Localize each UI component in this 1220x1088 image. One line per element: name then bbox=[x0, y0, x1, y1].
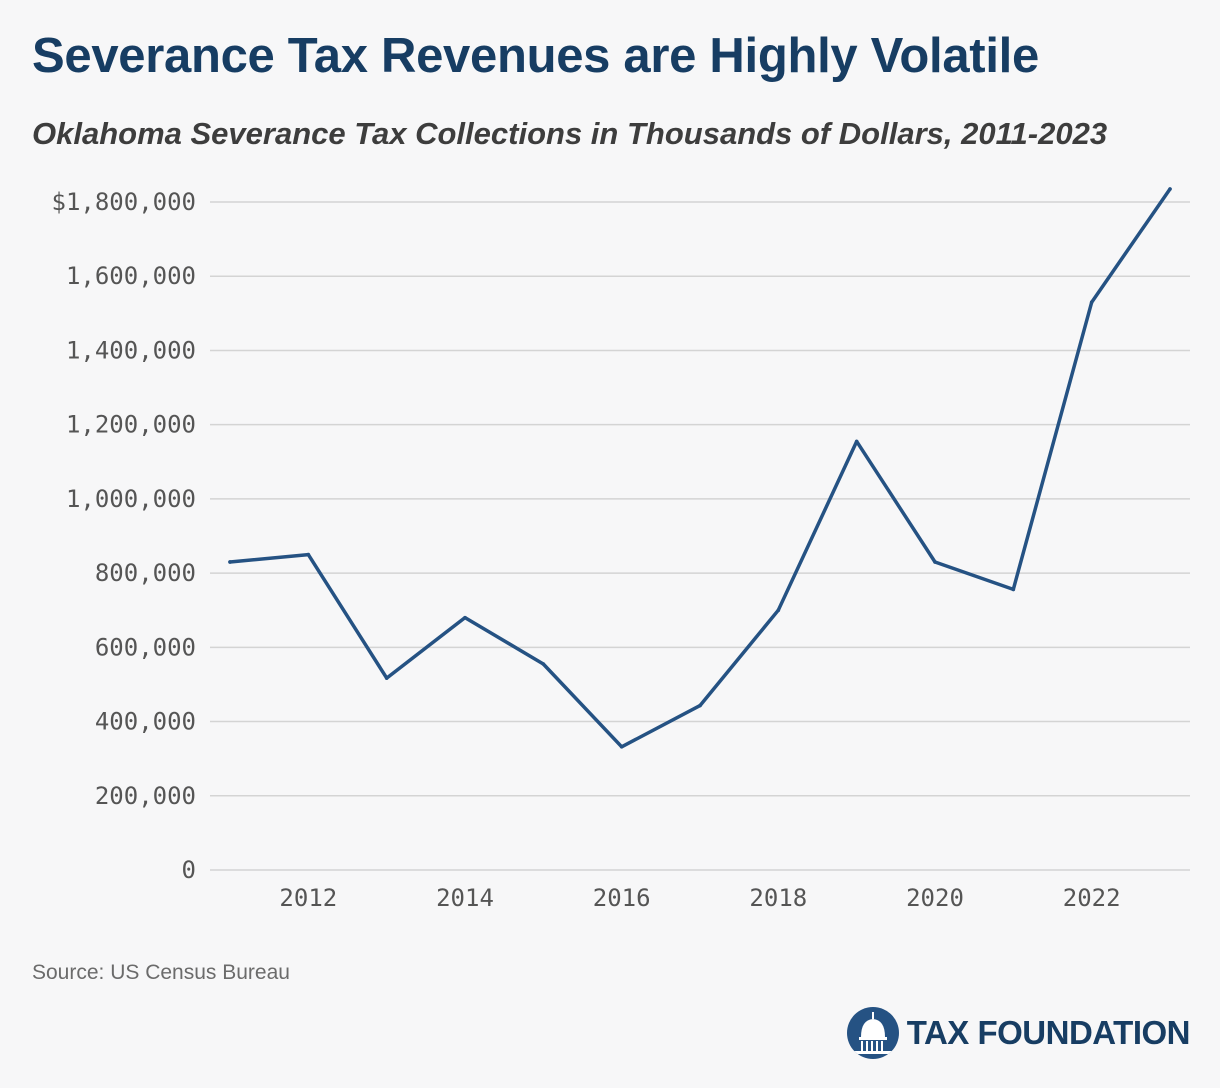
x-tick-label: 2022 bbox=[1063, 884, 1121, 912]
x-axis-ticks: 2012 2014 2016 2018 2020 2022 bbox=[279, 884, 1120, 912]
line-chart: 0 200,000 400,000 600,000 800,000 1,000,000 1,… bbox=[52, 187, 1190, 912]
data-points bbox=[228, 187, 1172, 749]
gridlines bbox=[210, 201, 1190, 871]
y-tick-label: 800,000 bbox=[95, 559, 196, 587]
y-tick-label: 600,000 bbox=[95, 633, 196, 661]
y-tick-label: 400,000 bbox=[95, 708, 196, 736]
y-tick-label: 1,000,000 bbox=[66, 485, 196, 513]
y-tick-label: 1,400,000 bbox=[66, 336, 196, 364]
series-lines bbox=[228, 187, 1172, 749]
tax-foundation-logo: TAX FOUNDATION bbox=[846, 1005, 1191, 1061]
logo-text: TAX FOUNDATION bbox=[906, 1014, 1191, 1051]
data-point bbox=[384, 676, 389, 680]
y-tick-label: 1,600,000 bbox=[66, 262, 196, 290]
series-line bbox=[228, 187, 1172, 749]
capitol-dome-icon bbox=[846, 1007, 899, 1059]
data-point bbox=[541, 662, 546, 666]
data-point bbox=[776, 608, 781, 613]
data-point bbox=[619, 744, 624, 749]
x-tick-label: 2012 bbox=[279, 884, 337, 912]
data-point bbox=[228, 560, 232, 564]
data-point bbox=[306, 552, 311, 557]
data-point bbox=[698, 703, 702, 708]
data-point bbox=[1011, 587, 1016, 592]
data-point bbox=[1168, 187, 1172, 191]
data-point bbox=[933, 560, 937, 564]
source-note: Source: US Census Bureau bbox=[32, 961, 290, 984]
x-tick-label: 2018 bbox=[749, 884, 807, 912]
data-point bbox=[854, 439, 859, 444]
x-tick-label: 2020 bbox=[906, 884, 964, 912]
y-axis-ticks: 0 200,000 400,000 600,000 800,000 1,000,000 1,… bbox=[52, 188, 197, 884]
chart-subtitle: Oklahoma Severance Tax Collections in Th… bbox=[32, 116, 1108, 151]
y-tick-label: $1,800,000 bbox=[52, 188, 197, 216]
x-tick-label: 2014 bbox=[436, 884, 494, 912]
y-tick-label: 1,200,000 bbox=[66, 411, 196, 439]
data-point bbox=[463, 615, 467, 620]
y-tick-label: 200,000 bbox=[95, 782, 196, 810]
chart-title: Severance Tax Revenues are Highly Volati… bbox=[32, 29, 1039, 83]
x-tick-label: 2016 bbox=[593, 884, 651, 912]
y-tick-label: 0 bbox=[182, 856, 196, 884]
data-point bbox=[1089, 300, 1094, 305]
